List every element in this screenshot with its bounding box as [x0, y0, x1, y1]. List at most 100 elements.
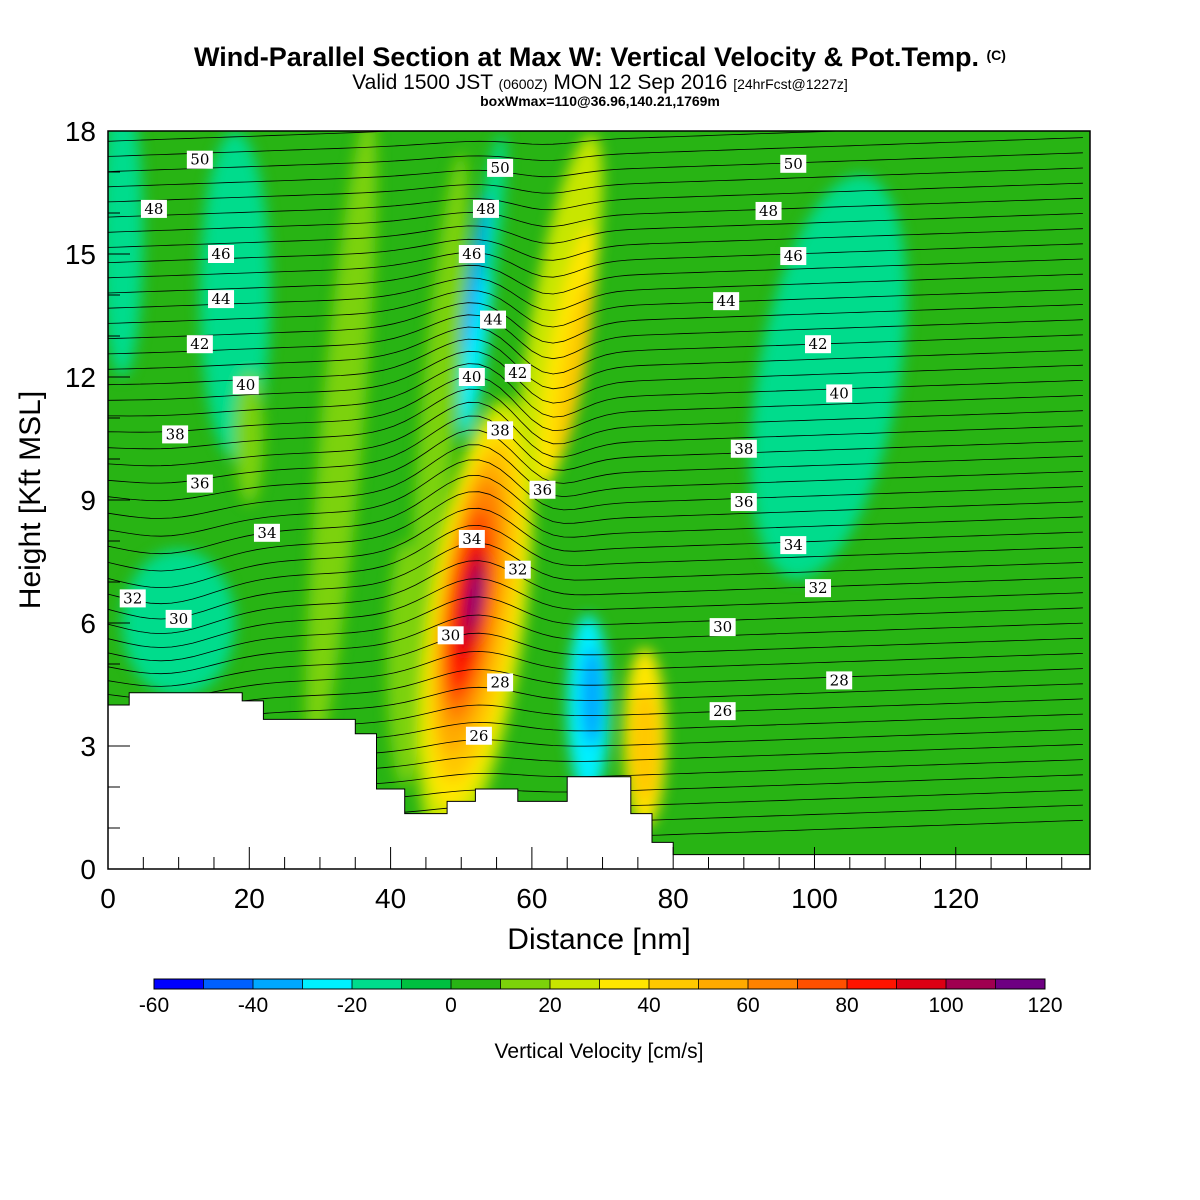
colorbar-tick-label: 120	[1027, 994, 1062, 1017]
isentrope-line	[108, 302, 1083, 344]
contour-label: 42	[186, 335, 213, 354]
y-tick-label: 18	[65, 116, 96, 147]
contour-label-text: 46	[784, 247, 803, 265]
contour-label-text: 36	[734, 493, 753, 511]
contour-label: 42	[805, 335, 832, 354]
y-tick-label: 0	[80, 854, 96, 885]
contour-label: 46	[780, 247, 807, 266]
isentrope-line	[108, 614, 1083, 675]
colorbar-swatch	[401, 979, 452, 989]
contour-label-box	[472, 199, 499, 218]
contour-label: 38	[487, 421, 514, 440]
potential-temperature-contours	[108, 131, 1083, 855]
colorbar-tick-label: 20	[538, 994, 561, 1017]
colorbar-swatch	[550, 979, 600, 989]
colorbar-tick-label: 100	[928, 994, 963, 1017]
contour-label-box	[487, 158, 514, 177]
contour-label: 44	[208, 290, 235, 309]
contour-label-box	[162, 425, 189, 444]
contour-label: 36	[730, 493, 757, 512]
contour-label-box	[119, 589, 146, 608]
colorbar-tick-label: 40	[637, 994, 660, 1017]
contour-label-text: 46	[211, 245, 230, 263]
contour-label-text: 44	[211, 290, 230, 308]
velocity-region	[750, 174, 907, 580]
velocity-region	[580, 647, 604, 746]
x-tick-label: 60	[516, 883, 547, 914]
contour-label: 44	[713, 292, 740, 311]
contour-label: 48	[472, 199, 499, 218]
isentrope-line	[108, 650, 1083, 700]
contour-label: 38	[162, 425, 189, 444]
y-tick-label: 12	[65, 362, 96, 393]
y-axis-label: Height [Kft MSL]	[14, 391, 47, 609]
contour-label-text: 50	[784, 155, 803, 173]
isentrope-line	[108, 131, 850, 157]
velocity-region	[555, 279, 594, 458]
isentrope-line	[108, 137, 1083, 172]
contour-label: 50	[186, 150, 213, 169]
isentrope-line	[108, 363, 1083, 418]
contour-label-text: 32	[508, 561, 527, 579]
x-tick-label: 120	[932, 883, 979, 914]
colorbar-swatch	[649, 979, 699, 989]
contour-label-text: 48	[144, 200, 163, 218]
colorbar-label: Vertical Velocity [cm/s]	[495, 1040, 704, 1063]
plot-area	[108, 131, 1090, 869]
contour-label-text: 36	[190, 475, 209, 493]
contour-label: 38	[730, 439, 757, 458]
contour-label-box	[208, 245, 235, 263]
isentrope-line	[108, 542, 1083, 620]
isentrope-line	[108, 131, 401, 142]
contour-label-text: 26	[713, 702, 732, 720]
contour-label-box	[487, 673, 514, 692]
contour-label-box	[140, 199, 167, 218]
isentrope-line	[108, 560, 1083, 635]
contour-label: 28	[487, 673, 514, 692]
contour-label-box	[709, 702, 736, 721]
isentrope-line	[108, 167, 1083, 203]
contour-label-box	[186, 150, 213, 169]
contour-label-box	[458, 368, 485, 386]
colorbar-swatch	[797, 979, 848, 989]
isentrope-line	[108, 243, 1083, 279]
contour-label-box	[458, 529, 485, 548]
contour-label: 26	[709, 702, 736, 721]
contour-label-box	[730, 493, 757, 512]
isentrope-line	[108, 273, 1083, 312]
contour-label: 50	[780, 154, 807, 173]
contour-label-text: 32	[808, 579, 827, 597]
contour-label-text: 40	[462, 368, 481, 386]
isentrope-line	[108, 507, 1083, 589]
contour-label-text: 48	[759, 202, 778, 220]
isentrope-line	[108, 350, 1083, 404]
contour-label-box	[755, 201, 782, 220]
contour-label-box	[805, 335, 832, 354]
contour-label-text: 44	[483, 311, 502, 329]
contour-label-text: 30	[713, 618, 732, 636]
terrain	[108, 692, 1090, 869]
x-tick-label: 20	[234, 883, 265, 914]
contour-label-text: 50	[190, 151, 209, 169]
vertical-velocity-field	[108, 131, 907, 847]
velocity-region	[469, 574, 481, 623]
x-tick-label: 40	[375, 883, 406, 914]
contour-label-text: 40	[830, 384, 849, 402]
contour-label-box	[713, 292, 740, 311]
contour-label-box	[186, 335, 213, 354]
contour-label: 34	[458, 529, 485, 548]
contour-label-text: 40	[236, 376, 255, 394]
colorbar-tick-label: 0	[445, 994, 457, 1017]
contour-label-text: 44	[717, 292, 736, 310]
contour-label-text: 34	[784, 536, 803, 554]
colorbar: -60 -40 -20 0 20 40 60 80 100 120	[139, 978, 1063, 1017]
velocity-region	[305, 131, 377, 766]
contour-label-text: 42	[508, 364, 527, 382]
isentrope-line	[108, 524, 1083, 605]
chart-valid-time: Valid 1500 JST (0600Z) MON 12 Sep 2016 […	[352, 71, 848, 94]
colorbar-swatch	[896, 979, 947, 989]
contour-label-box	[480, 310, 507, 329]
colorbar-swatch	[946, 979, 996, 989]
contour-label: 30	[437, 626, 464, 645]
